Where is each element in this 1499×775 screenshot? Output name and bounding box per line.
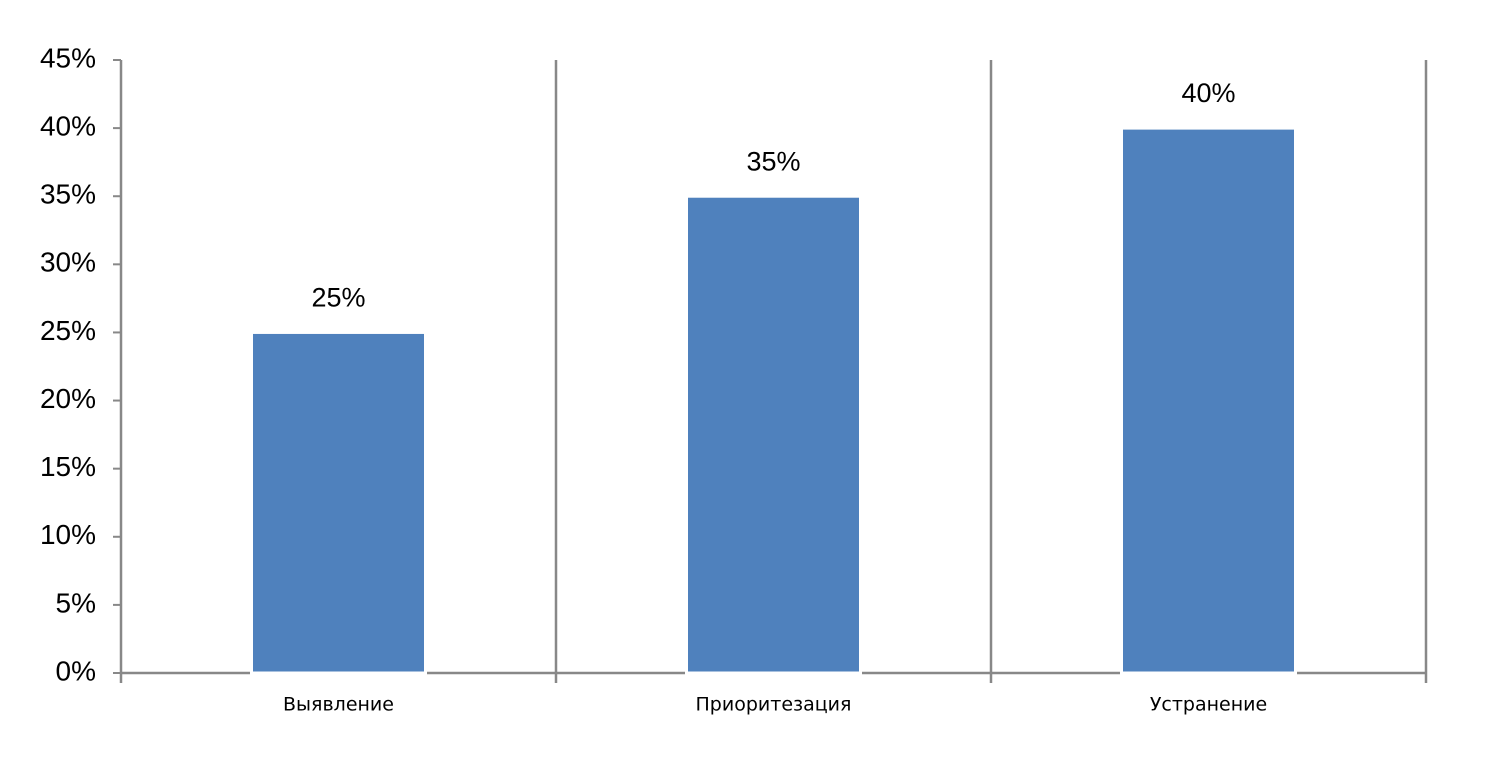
value-label: 40% [1181,78,1235,108]
y-tick-label: 5% [56,587,96,618]
x-tick-label: Устранение [1150,694,1267,716]
y-tick-label: 35% [40,179,96,210]
y-tick-label: 25% [40,315,96,346]
y-tick-label: 40% [40,111,96,142]
bar [685,194,862,675]
y-tick-label: 10% [40,519,96,550]
bar [1120,126,1297,675]
value-label: 35% [746,146,800,176]
y-tick-label: 20% [40,383,96,414]
x-tick-label: Приоритезация [696,694,852,716]
y-tick-label: 45% [40,42,96,73]
y-tick-label: 0% [56,655,96,686]
bar [250,330,427,675]
y-tick-label: 30% [40,247,96,278]
value-label: 25% [311,283,365,313]
y-tick-label: 15% [40,451,96,482]
x-tick-label: Выявление [283,694,394,716]
